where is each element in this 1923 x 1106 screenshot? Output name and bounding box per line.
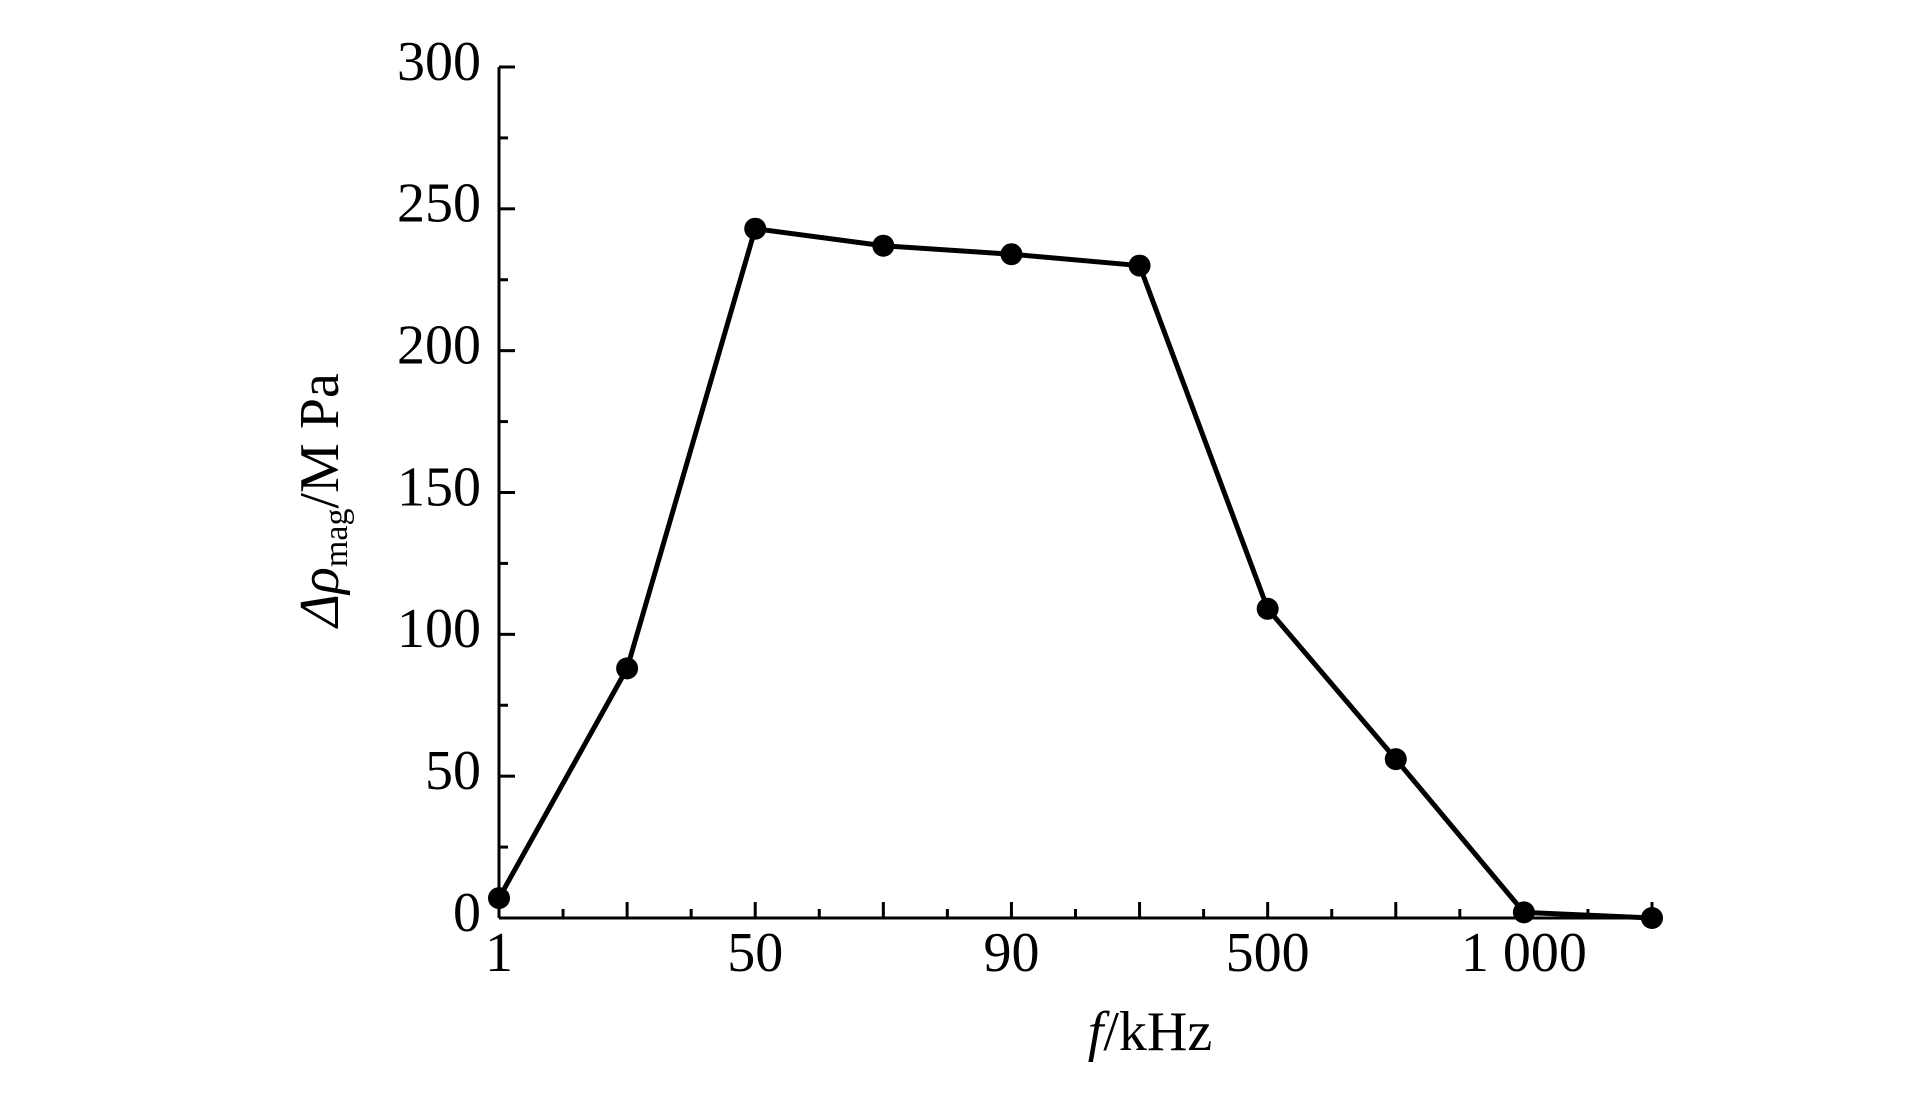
data-point xyxy=(744,217,767,240)
x-label-unit: /kHz xyxy=(1103,1001,1212,1063)
data-point xyxy=(1512,901,1535,924)
y-tick-label: 50 xyxy=(425,740,481,802)
x-tick-label: 50 xyxy=(727,922,783,984)
data-point xyxy=(1384,748,1407,771)
x-tick-label: 500 xyxy=(1226,922,1310,984)
y-axis-label: Δρmag/M Pa xyxy=(289,373,355,629)
y-tick-label: 100 xyxy=(397,598,481,660)
data-point xyxy=(872,234,895,257)
data-line xyxy=(496,226,1653,921)
data-point xyxy=(1128,254,1151,277)
y-tick-label: 250 xyxy=(397,173,481,235)
y-label-unit: /M Pa xyxy=(289,373,351,508)
data-point xyxy=(616,657,639,680)
x-tick-label: 90 xyxy=(983,922,1039,984)
data-point xyxy=(488,887,510,910)
x-tick-label: 1 xyxy=(485,922,513,984)
y-tick-label: 150 xyxy=(397,456,481,518)
y-label-sub: mag xyxy=(318,509,355,568)
x-tick-label: 1 000 xyxy=(1461,922,1587,984)
y-label-main: Δρ xyxy=(289,567,351,629)
data-point xyxy=(1641,907,1663,929)
y-tick-label: 200 xyxy=(397,315,481,377)
x-axis-label: f/kHz xyxy=(1088,1001,1212,1063)
y-tick-label: 0 xyxy=(453,882,481,944)
y-tick-label: 300 xyxy=(397,31,481,93)
data-point xyxy=(1256,597,1279,620)
data-point xyxy=(1000,243,1023,266)
